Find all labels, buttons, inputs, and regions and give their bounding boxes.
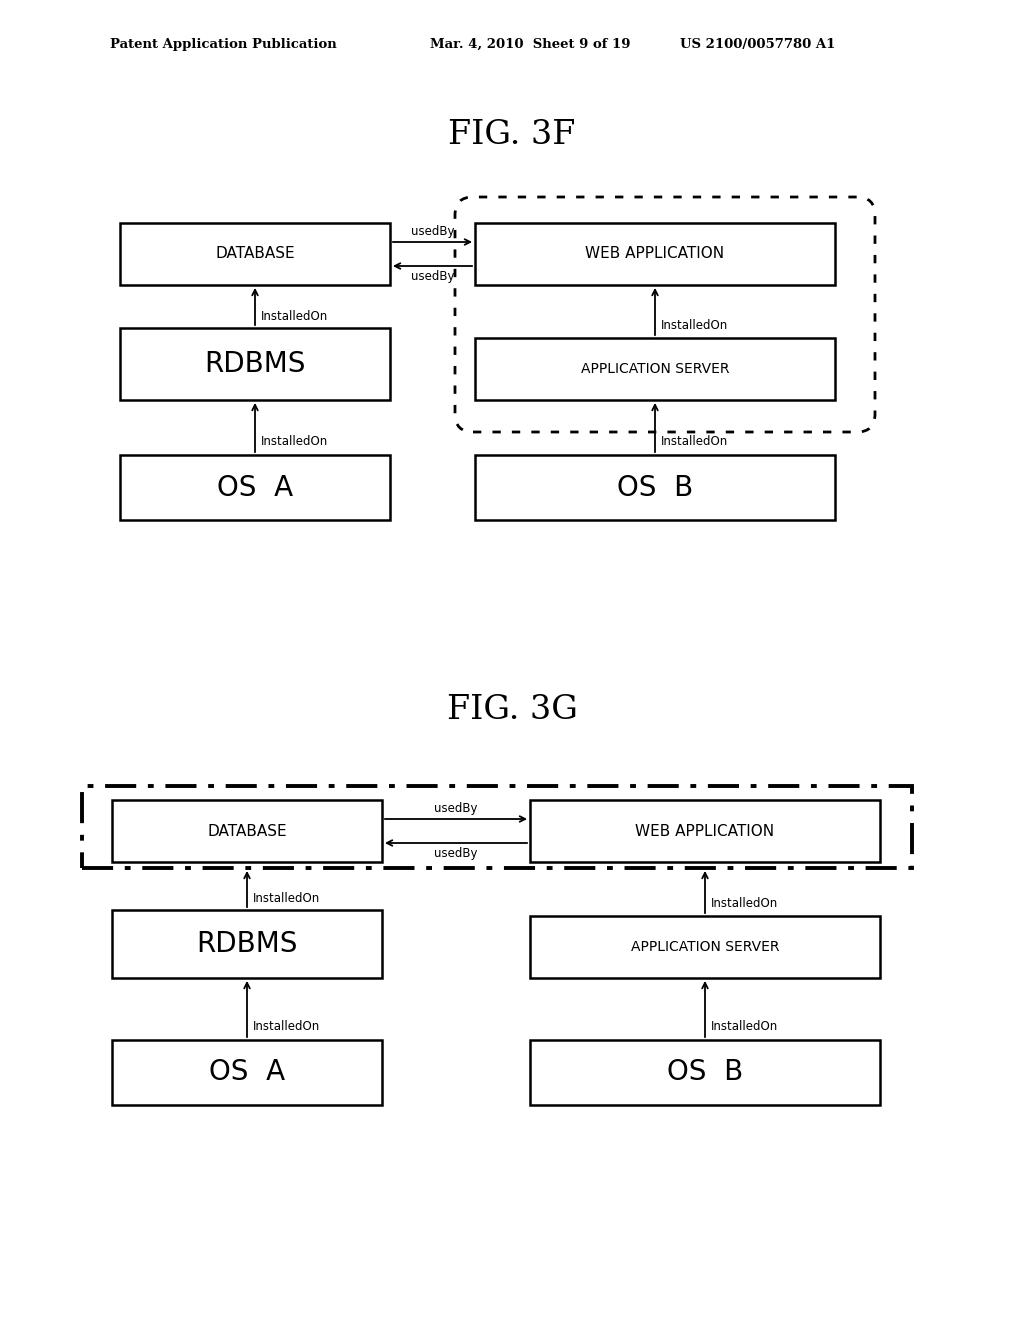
Bar [530,1040,880,1105]
Text: usedBy: usedBy [434,847,478,861]
Bar [475,338,835,400]
Text: APPLICATION SERVER: APPLICATION SERVER [581,362,729,376]
Text: WEB APPLICATION: WEB APPLICATION [636,824,774,838]
Bar [475,455,835,520]
Text: DATABASE: DATABASE [215,247,295,261]
Bar [120,327,390,400]
Bar [112,800,382,862]
Bar [82,785,912,869]
Bar [120,455,390,520]
Text: InstalledOn: InstalledOn [253,1019,321,1032]
Text: OS  A: OS A [217,474,293,502]
Text: Patent Application Publication: Patent Application Publication [110,38,337,51]
Text: InstalledOn: InstalledOn [711,1019,778,1032]
Text: OS  B: OS B [616,474,693,502]
Text: InstalledOn: InstalledOn [261,310,329,323]
Text: DATABASE: DATABASE [207,824,287,838]
Text: InstalledOn: InstalledOn [711,898,778,911]
Text: InstalledOn: InstalledOn [261,436,329,449]
Text: RDBMS: RDBMS [197,931,298,958]
Text: InstalledOn: InstalledOn [662,436,728,449]
Text: APPLICATION SERVER: APPLICATION SERVER [631,940,779,954]
Text: OS  A: OS A [209,1059,285,1086]
Text: InstalledOn: InstalledOn [253,892,321,906]
Bar [475,223,835,285]
Text: RDBMS: RDBMS [205,350,306,378]
Text: US 2100/0057780 A1: US 2100/0057780 A1 [680,38,836,51]
FancyBboxPatch shape [455,197,874,432]
Text: WEB APPLICATION: WEB APPLICATION [586,247,725,261]
Text: OS  B: OS B [667,1059,743,1086]
Bar [120,223,390,285]
Bar [112,1040,382,1105]
Bar [530,800,880,862]
Text: usedBy: usedBy [434,803,478,814]
Text: Mar. 4, 2010  Sheet 9 of 19: Mar. 4, 2010 Sheet 9 of 19 [430,38,631,51]
Text: usedBy: usedBy [411,224,455,238]
Bar [112,909,382,978]
Text: usedBy: usedBy [411,271,455,282]
Bar [530,916,880,978]
Text: FIG. 3F: FIG. 3F [449,119,575,150]
Text: FIG. 3G: FIG. 3G [446,694,578,726]
Text: InstalledOn: InstalledOn [662,318,728,331]
